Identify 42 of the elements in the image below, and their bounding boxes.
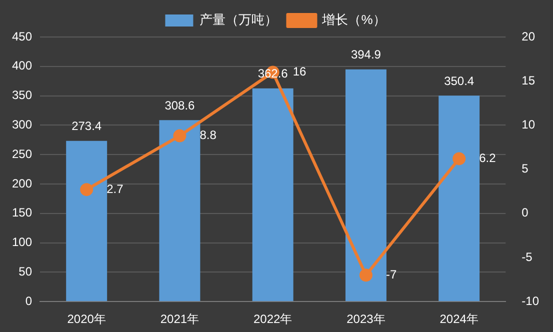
data-label: 2.7 (106, 182, 124, 196)
data-label: 6.2 (479, 151, 496, 166)
bar (438, 96, 480, 302)
x-tick-label: 2023年 (346, 312, 386, 326)
y-tick-label: 100 (12, 235, 32, 250)
y-tick-label: 250 (12, 146, 32, 161)
y-tick-label: 450 (12, 29, 32, 44)
point (359, 268, 372, 282)
bar (345, 69, 386, 302)
x-tick-label: 2020年 (67, 312, 106, 326)
y2-tick-label: -5 (522, 250, 533, 264)
y2-tick-label: 0 (522, 206, 529, 220)
data-label: 350.4 (444, 74, 474, 88)
y2-tick-label: -10 (522, 294, 540, 308)
y-tick-label: 300 (12, 118, 32, 132)
bar (66, 140, 108, 302)
x-tick-label: 2024年 (440, 312, 478, 326)
legend-label: 增长（%） (321, 12, 386, 28)
data-label: 16 (292, 64, 307, 79)
point (173, 129, 186, 142)
y-tick-label: 150 (12, 206, 32, 220)
y2-tick-label: 15 (522, 73, 536, 88)
bar (159, 120, 200, 302)
data-label: 273.4 (72, 119, 102, 134)
x-tick-label: 2022年 (253, 312, 292, 326)
data-label: -7 (386, 267, 397, 282)
y2-tick-label: 5 (522, 162, 529, 176)
point (80, 183, 94, 196)
y-tick-label: 0 (25, 294, 32, 308)
x-tick-label: 2021年 (160, 312, 200, 326)
y-tick-label: 350 (12, 88, 32, 102)
y-tick-label: 400 (12, 58, 32, 73)
bar (252, 88, 294, 302)
data-label: 8.8 (200, 128, 217, 142)
point (452, 152, 466, 166)
legend-label: 产量（万吨） (200, 12, 278, 28)
y2-tick-label: 10 (522, 118, 536, 132)
y2-tick-label: 20 (522, 29, 536, 44)
data-label: 308.6 (164, 98, 196, 112)
y-tick-label: 200 (12, 176, 32, 190)
data-label: 394.9 (350, 48, 382, 62)
y-tick-label: 50 (18, 264, 32, 279)
